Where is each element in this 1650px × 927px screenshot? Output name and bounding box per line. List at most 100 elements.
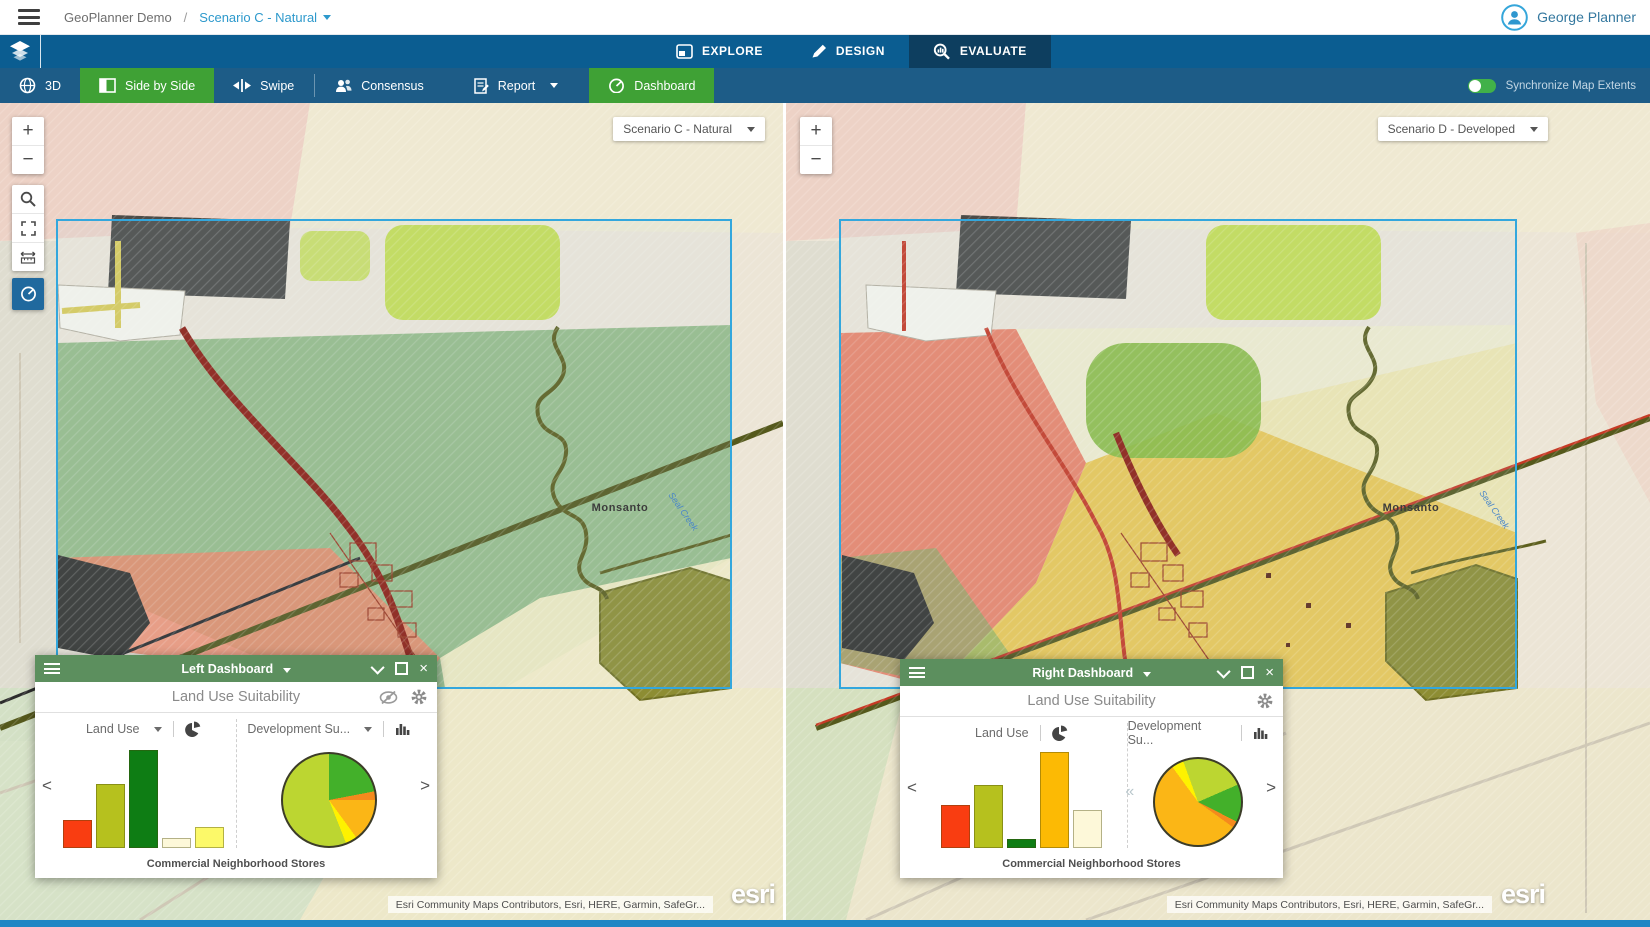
report-button[interactable]: Report [455, 68, 578, 103]
left-scenario-selector[interactable]: Scenario C - Natural [613, 117, 765, 141]
gear-icon[interactable] [411, 689, 427, 705]
measure-button[interactable] [12, 243, 44, 271]
pie-chart-type-icon[interactable] [185, 721, 201, 737]
dashboard-button[interactable]: Dashboard [589, 68, 714, 103]
analysis-extent-rectangle[interactable] [57, 220, 731, 688]
swipe-label: Swipe [260, 79, 294, 93]
explore-icon [676, 44, 693, 59]
carousel-prev-icon[interactable]: < [907, 778, 917, 798]
side-by-side-button[interactable]: Side by Side [80, 68, 214, 103]
bar-segment [941, 805, 970, 848]
gauge-icon [20, 286, 37, 302]
tab-design[interactable]: DESIGN [787, 34, 909, 68]
close-icon[interactable]: × [1265, 665, 1274, 680]
user-name: George Planner [1537, 9, 1636, 25]
map-dashboard-button[interactable] [12, 278, 44, 310]
breadcrumb-scenario-dropdown[interactable]: Scenario C - Natural [199, 10, 331, 25]
collapse-panel-icon[interactable]: « [1125, 783, 1134, 801]
bar-segment [96, 784, 125, 848]
pie-chart-type-icon[interactable] [1052, 725, 1068, 741]
divider [1241, 725, 1242, 741]
bar-segment [1073, 810, 1102, 848]
layers-panel-button[interactable] [0, 34, 41, 68]
visibility-off-icon[interactable] [379, 690, 398, 705]
bar-segment [1007, 839, 1036, 848]
layers-icon [9, 41, 31, 61]
breadcrumb-separator: / [184, 10, 188, 25]
dashboard-caption: Commercial Neighborhood Stores [900, 854, 1283, 878]
tab-evaluate[interactable]: EVALUATE [909, 34, 1051, 68]
dashboard-subtitle: Land Use Suitability [900, 693, 1283, 709]
zoom-in-button[interactable]: + [800, 117, 832, 146]
nav-tabs: EXPLORE DESIGN EVALUATE [652, 34, 1051, 68]
pie-panel-selector[interactable]: Development Su... [247, 722, 350, 736]
caret-down-icon [1530, 127, 1538, 132]
breadcrumb-app: GeoPlanner Demo [64, 10, 172, 25]
user-menu[interactable]: George Planner [1501, 4, 1636, 31]
caret-down-icon [364, 727, 372, 732]
zoom-out-button[interactable]: − [800, 146, 832, 174]
search-icon [20, 191, 36, 207]
map-tools [12, 185, 44, 271]
sync-extents-control: Synchronize Map Extents [1468, 68, 1650, 103]
analysis-extent-rectangle[interactable] [840, 220, 1516, 688]
map-attribution: Esri Community Maps Contributors, Esri, … [1167, 896, 1492, 913]
3d-button-label: 3D [45, 79, 61, 93]
development-suitability-pie-chart[interactable] [1153, 757, 1243, 847]
caret-down-icon [323, 15, 331, 20]
primary-nav-bar: EXPLORE DESIGN EVALUATE [0, 34, 1650, 68]
right-dashboard-header[interactable]: Right Dashboard × [900, 659, 1283, 686]
measure-icon [20, 250, 36, 264]
app-header: GeoPlanner Demo / Scenario C - Natural G… [0, 0, 1650, 35]
dashboard-charts: < Land Use Development Su... [35, 713, 437, 854]
carousel-next-icon[interactable]: > [1266, 778, 1276, 798]
gear-icon[interactable] [1257, 693, 1273, 709]
bar-panel-selector[interactable]: Land Use [975, 726, 1029, 740]
bar-segment [63, 820, 92, 848]
pie-panel-selector[interactable]: Development Su... [1128, 719, 1230, 747]
carousel-next-icon[interactable]: > [420, 776, 430, 796]
carousel-prev-icon[interactable]: < [42, 776, 52, 796]
close-icon[interactable]: × [419, 661, 428, 676]
gauge-icon [608, 78, 625, 93]
zoom-control: + − [800, 117, 832, 174]
toolbar-gap [443, 68, 455, 103]
right-scenario-selector[interactable]: Scenario D - Developed [1378, 117, 1548, 141]
dashboard-subheader: Land Use Suitability [900, 686, 1283, 717]
swipe-button[interactable]: Swipe [214, 68, 313, 103]
dashboard-charts: < Land Use « Development Su... [900, 717, 1283, 854]
maximize-icon[interactable] [395, 662, 408, 675]
swipe-icon [233, 78, 251, 93]
consensus-label: Consensus [361, 79, 424, 93]
place-label: Monsanto [592, 502, 649, 514]
3d-button[interactable]: 3D [0, 68, 80, 103]
consensus-button[interactable]: Consensus [316, 68, 443, 103]
hamburger-menu-icon[interactable] [18, 6, 40, 29]
bar-segment [129, 750, 158, 848]
search-button[interactable] [12, 185, 44, 214]
land-use-bar-chart[interactable] [941, 752, 1102, 848]
people-icon [335, 78, 352, 94]
bar-panel-selector[interactable]: Land Use [86, 722, 140, 736]
development-suitability-pie-chart[interactable] [281, 752, 377, 848]
expand-arrows-icon [21, 221, 36, 236]
design-pencil-icon [811, 44, 827, 59]
dashboard-label: Dashboard [634, 79, 695, 93]
tab-explore[interactable]: EXPLORE [652, 34, 787, 68]
pie-chart-panel: Development Su... [1128, 717, 1268, 854]
bar-chart-type-icon[interactable] [1253, 726, 1268, 740]
full-extent-button[interactable] [12, 214, 44, 243]
left-dashboard-header[interactable]: Left Dashboard × [35, 655, 437, 682]
zoom-in-button[interactable]: + [12, 117, 44, 146]
land-use-bar-chart[interactable] [63, 748, 224, 848]
zoom-out-button[interactable]: − [12, 146, 44, 174]
bar-segment [195, 827, 224, 848]
maximize-icon[interactable] [1241, 666, 1254, 679]
sync-extents-toggle[interactable] [1468, 79, 1496, 93]
bar-chart-type-icon[interactable] [395, 722, 410, 736]
map-attribution: Esri Community Maps Contributors, Esri, … [388, 896, 713, 913]
caret-down-icon [747, 127, 755, 132]
tab-explore-label: EXPLORE [702, 44, 763, 58]
caret-down-icon [550, 83, 558, 88]
bar-segment [974, 785, 1003, 848]
